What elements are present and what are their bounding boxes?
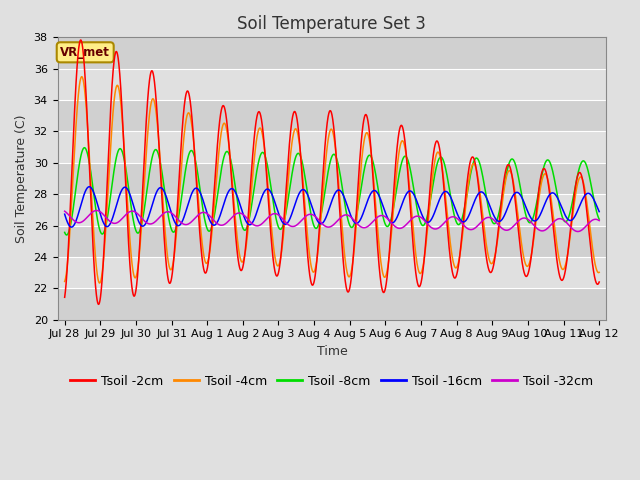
Bar — [58, 194, 606, 226]
Text: VR_met: VR_met — [60, 46, 110, 59]
X-axis label: Time: Time — [317, 345, 348, 358]
Bar — [58, 37, 606, 69]
Bar — [58, 100, 606, 132]
Bar — [58, 132, 606, 163]
Y-axis label: Soil Temperature (C): Soil Temperature (C) — [15, 114, 28, 243]
Bar — [58, 257, 606, 288]
Bar — [58, 226, 606, 257]
Bar — [58, 288, 606, 320]
Legend: Tsoil -2cm, Tsoil -4cm, Tsoil -8cm, Tsoil -16cm, Tsoil -32cm: Tsoil -2cm, Tsoil -4cm, Tsoil -8cm, Tsoi… — [65, 370, 598, 393]
Bar — [58, 163, 606, 194]
Title: Soil Temperature Set 3: Soil Temperature Set 3 — [237, 15, 426, 33]
Bar — [58, 69, 606, 100]
